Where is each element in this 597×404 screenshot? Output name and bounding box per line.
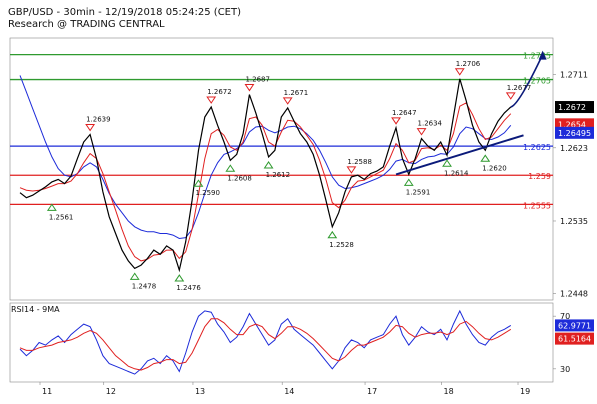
swing-low-label: 1.2561 <box>49 213 74 221</box>
y-tick-label: 1.2623 <box>560 144 588 153</box>
swing-low-label: 1.2620 <box>482 164 507 172</box>
rsi-scale-box-label: 61.5164 <box>558 335 591 344</box>
swing-low-marker <box>480 154 491 162</box>
swing-low-marker <box>129 272 140 280</box>
swing-low-label: 1.2528 <box>329 241 354 249</box>
x-tick-label: 19 <box>520 387 530 396</box>
x-tick-label: 17 <box>367 387 377 396</box>
swing-high-marker <box>206 96 217 104</box>
price-scale-box-label: 1.2672 <box>558 103 586 112</box>
swing-high-label: 1.2672 <box>207 88 232 96</box>
rsi-scale-box <box>555 332 594 345</box>
chart-title: GBP/USD - 30min - 12/19/2018 05:24:25 (C… <box>8 7 242 18</box>
swing-high-marker <box>416 128 427 136</box>
x-tick-label: 13 <box>195 387 205 396</box>
swing-high-label: 1.2706 <box>456 60 481 68</box>
swing-high-marker <box>454 68 465 76</box>
level-label-resistance: 1.2735 <box>523 52 551 61</box>
swing-low-label: 1.2612 <box>266 171 291 179</box>
swing-high-label: 1.2647 <box>392 109 417 117</box>
price-scale-box-label: 1.26495 <box>558 129 591 138</box>
chart-header: GBP/USD - 30min - 12/19/2018 05:24:25 (C… <box>8 7 241 31</box>
ma-slow-line <box>19 75 512 240</box>
ma-fast-line <box>19 102 512 262</box>
forecast-arrow-line <box>510 54 544 108</box>
swing-low-marker <box>193 179 204 187</box>
swing-high-label: 1.2677 <box>507 84 532 92</box>
swing-low-label: 1.2614 <box>444 169 469 177</box>
swing-high-marker <box>346 166 357 174</box>
swing-low-marker <box>46 203 57 211</box>
price-scale-box <box>555 101 594 114</box>
rsi-ma-line <box>19 318 512 371</box>
rsi-title: RSI14 - 9MA <box>11 305 60 314</box>
swing-high-marker <box>282 97 293 105</box>
level-label-resistance: 1.2705 <box>523 77 551 86</box>
swing-high-marker <box>244 84 255 92</box>
trendline <box>395 134 524 176</box>
rsi-y-tick-label: 30 <box>560 365 570 374</box>
swing-low-label: 1.2476 <box>176 284 201 292</box>
price-scale-box <box>555 126 594 139</box>
swing-low-label: 1.2590 <box>195 189 220 197</box>
swing-low-label: 1.2608 <box>227 174 252 182</box>
level-label-support: 1.259 <box>528 172 551 181</box>
price-scale-box-label: 1.2654 <box>558 120 586 129</box>
swing-low-marker <box>263 161 274 169</box>
x-tick-label: 11 <box>42 387 52 396</box>
swing-high-label: 1.2639 <box>86 115 111 123</box>
rsi-scale-box-label: 62.9771 <box>558 321 591 330</box>
swing-low-marker <box>327 230 338 239</box>
rsi-panel-frame <box>9 302 554 383</box>
x-tick-label: 12 <box>106 387 116 396</box>
swing-high-marker <box>85 123 96 132</box>
y-tick-label: 1.2535 <box>560 217 588 226</box>
swing-high-label: 1.2634 <box>418 120 443 128</box>
rsi-line <box>19 309 512 375</box>
swing-high-label: 1.2588 <box>347 158 372 166</box>
swing-high-marker <box>505 92 516 100</box>
y-tick-label: 1.2448 <box>560 289 588 298</box>
swing-high-label: 1.2671 <box>284 89 309 97</box>
swing-high-label: 1.2687 <box>245 76 270 84</box>
chart-source: Research @ TRADING CENTRAL <box>8 19 165 30</box>
swing-low-marker <box>225 164 236 172</box>
swing-low-marker <box>403 178 414 186</box>
y-tick-label: 1.2711 <box>560 71 588 80</box>
forecast-arrow-head <box>538 50 547 60</box>
x-tick-label: 14 <box>284 387 294 396</box>
x-tick-label: 18 <box>444 387 454 396</box>
rsi-y-tick-label: 70 <box>560 312 570 321</box>
rsi-scale-box <box>555 319 594 332</box>
swing-high-marker <box>391 117 401 125</box>
price-line <box>19 78 512 273</box>
level-label-pivot: 1.2625 <box>523 143 551 152</box>
swing-low-label: 1.2478 <box>132 282 157 290</box>
swing-low-marker <box>174 274 185 282</box>
level-label-support: 1.2555 <box>523 201 551 210</box>
swing-low-marker <box>442 159 452 167</box>
swing-low-label: 1.2591 <box>406 188 431 196</box>
price-panel-frame <box>9 37 554 301</box>
